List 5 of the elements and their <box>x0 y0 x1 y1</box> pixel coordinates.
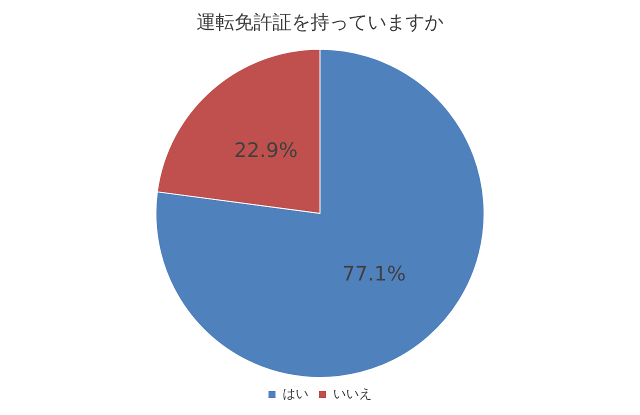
chart-title: 運転免許証を持っていますか <box>196 11 444 34</box>
data-label: 77.1% <box>342 261 406 286</box>
data-label: 22.9% <box>234 138 298 162</box>
legend-label: はい <box>282 386 308 402</box>
legend-label: いいえ <box>333 386 372 402</box>
